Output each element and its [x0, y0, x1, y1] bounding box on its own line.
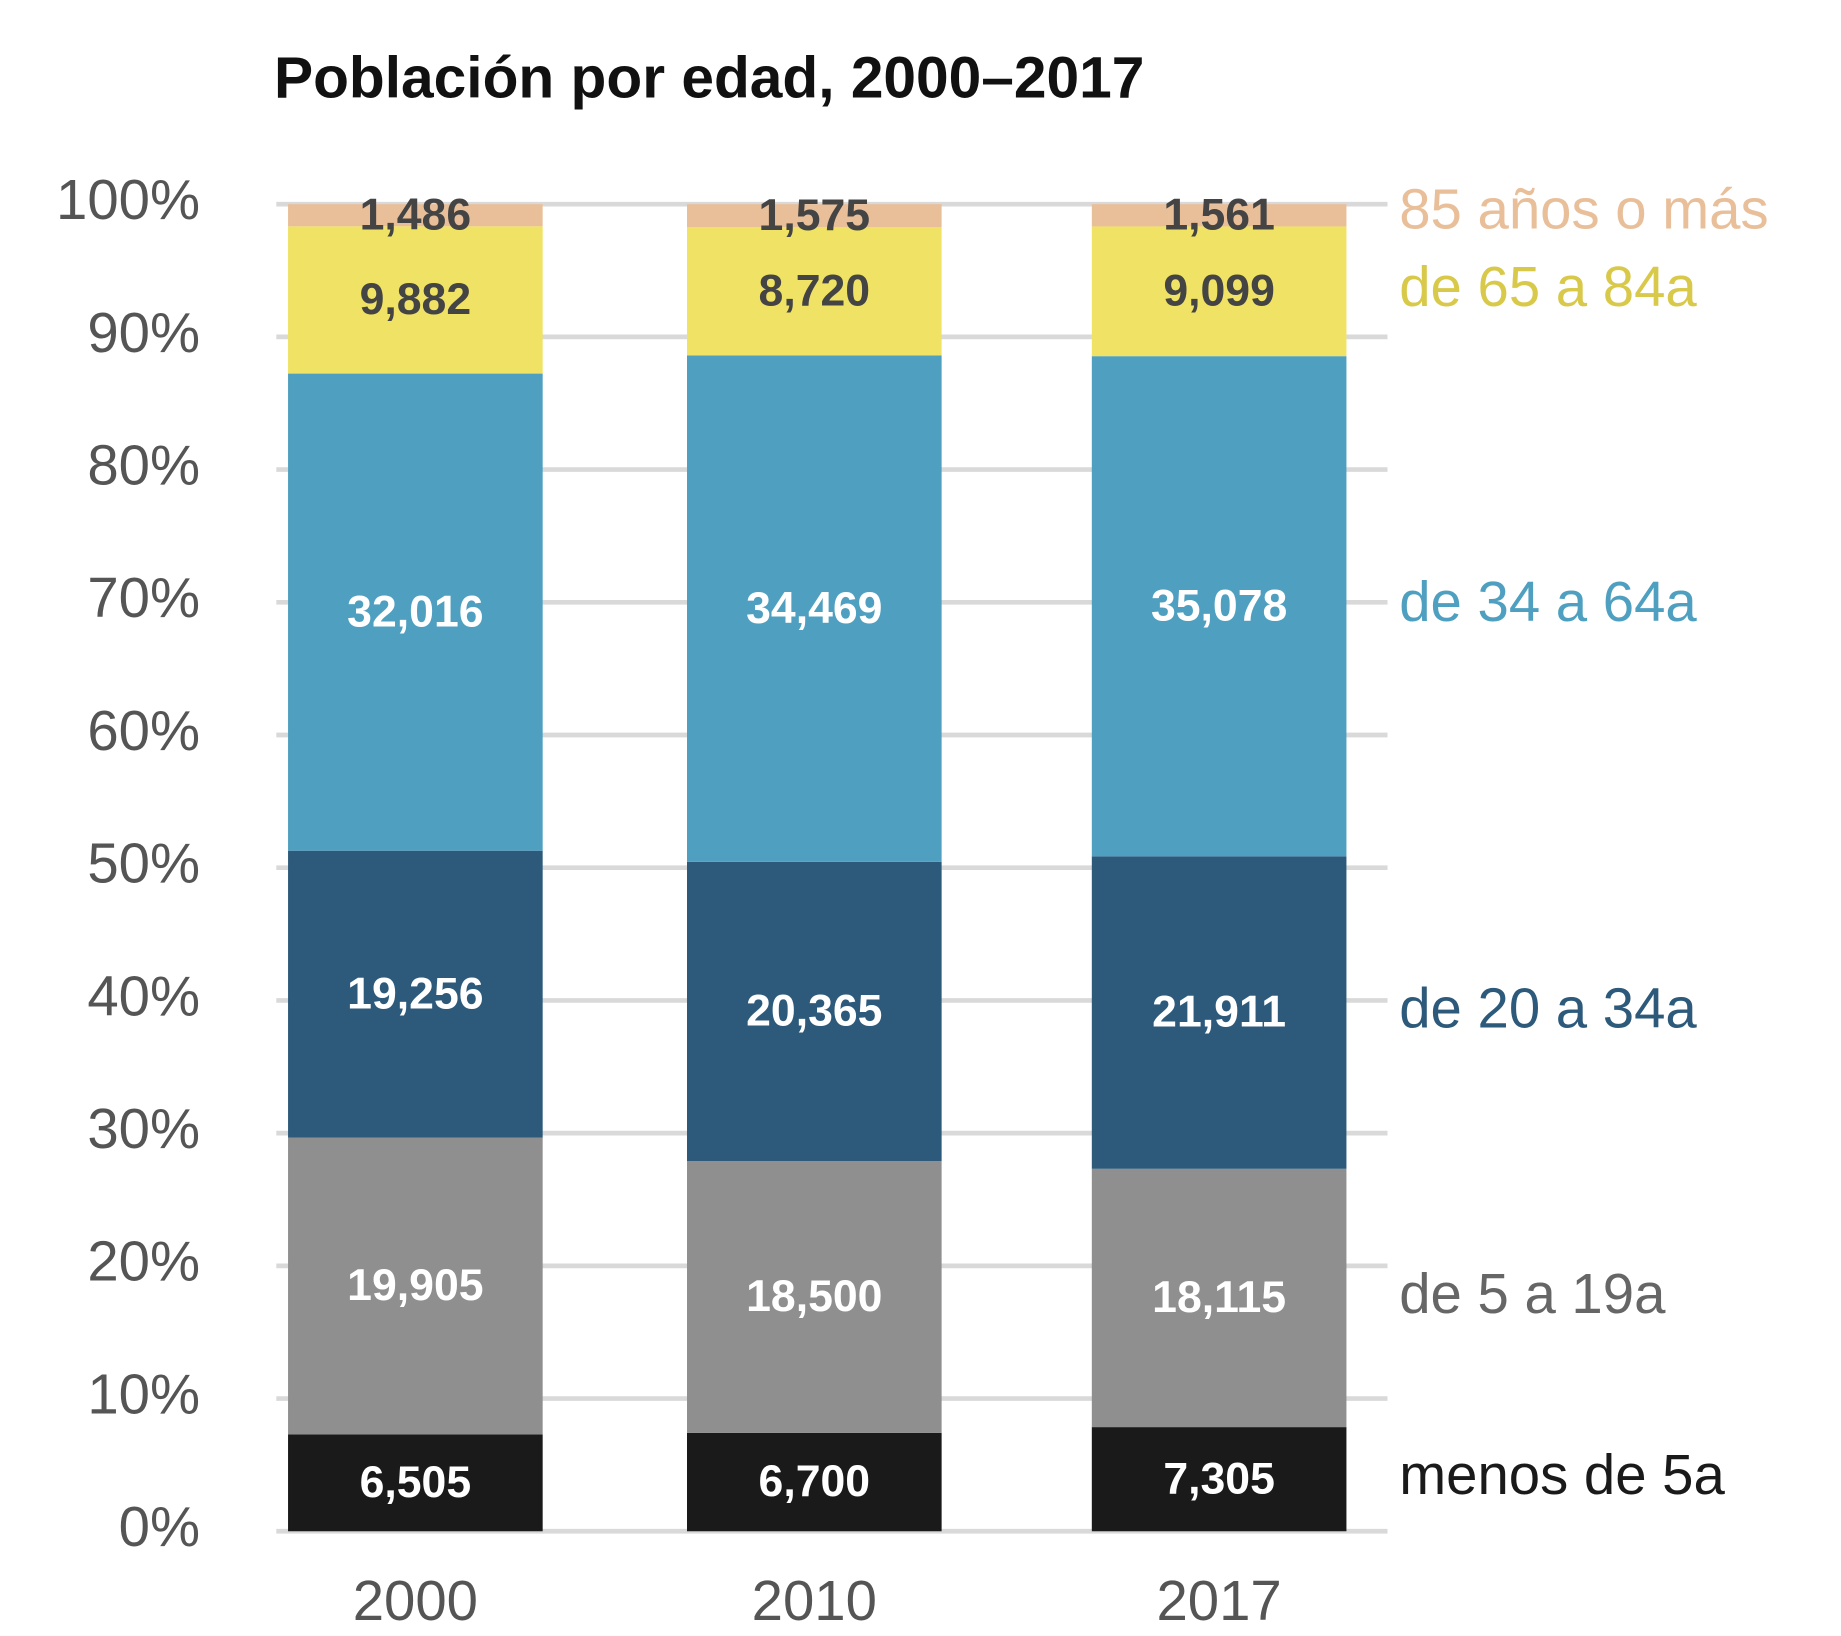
bar-segment: [686, 861, 942, 1162]
data-label: 35,078: [1151, 581, 1287, 630]
legend-label: 85 años o más: [1399, 177, 1768, 240]
legend-label: de 65 a 84a: [1399, 255, 1697, 318]
data-label: 32,016: [347, 587, 483, 636]
legend-label: de 5 a 19a: [1399, 1262, 1666, 1325]
data-label: 1,575: [759, 191, 871, 240]
bar-segment: [288, 204, 543, 227]
data-label: 20,365: [746, 987, 882, 1036]
x-tick-label: 2017: [1156, 1569, 1281, 1631]
data-label: 9,882: [360, 275, 472, 324]
data-label: 1,486: [360, 190, 472, 239]
data-label: 34,469: [746, 584, 882, 633]
x-tick-label: 2000: [353, 1569, 478, 1631]
legend-label: de 34 a 64a: [1399, 570, 1697, 633]
y-tick-label: 40%: [87, 964, 200, 1027]
legend-label: de 20 a 34a: [1399, 976, 1697, 1039]
y-tick-label: 0%: [119, 1495, 200, 1558]
data-label: 18,115: [1152, 1273, 1286, 1322]
x-tick-label: 2010: [752, 1569, 877, 1631]
y-tick-label: 30%: [87, 1097, 200, 1160]
bar-segment: [1091, 1427, 1347, 1532]
legend-label: menos de 5a: [1399, 1443, 1725, 1506]
bar-segment: [686, 204, 942, 228]
bar-segment: [1091, 1168, 1347, 1428]
bar-segment: [686, 1432, 942, 1532]
y-tick-label: 80%: [87, 433, 200, 496]
bar-segment: [1091, 226, 1347, 357]
data-label: 7,305: [1163, 1454, 1275, 1503]
y-tick-label: 20%: [87, 1230, 200, 1293]
y-tick-label: 100%: [56, 168, 200, 231]
y-tick-label: 70%: [87, 566, 200, 629]
bar-segment: [686, 355, 942, 862]
data-label: 8,720: [759, 266, 871, 315]
data-label: 18,500: [746, 1272, 882, 1321]
bar-segment: [686, 1161, 942, 1433]
data-label: 9,099: [1163, 266, 1275, 315]
bar-segment: [288, 1137, 543, 1435]
chart-title: Población por edad, 2000–2017: [274, 46, 1144, 111]
data-label: 21,911: [1152, 988, 1286, 1037]
bar-segment: [1091, 204, 1347, 227]
data-label: 19,905: [347, 1261, 483, 1310]
bar-segment: [288, 373, 543, 851]
bar-segment: [288, 226, 543, 374]
bar-segment: [686, 227, 942, 356]
y-tick-label: 60%: [87, 699, 200, 762]
bar-segment: [1091, 856, 1347, 1169]
y-tick-label: 90%: [87, 301, 200, 364]
data-label: 1,561: [1163, 190, 1275, 239]
bar-segment: [1091, 356, 1347, 857]
data-label: 6,505: [360, 1458, 472, 1507]
bar-segment: [288, 850, 543, 1138]
data-label: 6,700: [759, 1457, 871, 1506]
y-tick-label: 10%: [87, 1362, 200, 1425]
y-tick-label: 50%: [87, 832, 200, 895]
bar-segment: [288, 1434, 543, 1532]
data-label: 19,256: [347, 969, 483, 1018]
